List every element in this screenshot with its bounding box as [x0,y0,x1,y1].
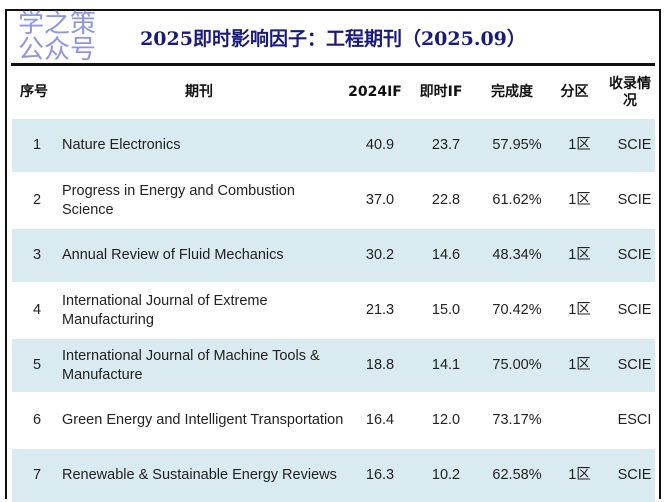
cell-zone [557,394,602,447]
table-header: 序号 期刊 2024IF 即时IF 完成度 分区 收录情况 [7,67,659,119]
header-index: 收录情况 [609,75,651,110]
cell-instant_if: 12.0 [431,412,461,429]
header-2024if: 2024IF [348,84,402,101]
cell-instant_if: 15.0 [431,302,461,319]
cell-no: 1 [32,137,42,154]
cell-completion: 75.00% [492,357,542,374]
cell-no: 2 [32,192,42,209]
cell-completion: 62.58% [492,467,542,484]
cell-index: ESCI [617,412,652,429]
header-journal: 期刊 [185,84,213,101]
cell-journal: International Journal of Extreme Manufac… [62,293,268,328]
header-zone: 分区 [560,84,589,101]
cell-completion: 70.42% [492,302,542,319]
cell-index: SCIE [617,247,652,264]
cell-if2024: 16.3 [365,467,395,484]
cell-index: SCIE [617,137,652,154]
cell-no: 3 [32,247,42,264]
cell-journal: Progress in Energy and Combustion Scienc… [62,183,295,218]
cell-instant_if: 14.1 [431,357,461,374]
table-row: 2 Progress in Energy and Combustion Scien… [12,174,655,227]
cell-index: SCIE [617,467,652,484]
table-row: 1 Nature Electronics 40.9 23.7 57.95% 1区 SCIE [12,119,655,172]
cell-index: SCIE [617,357,652,374]
table-row: 4 International Journal of Extreme Manufa… [12,284,655,337]
cell-if2024: 16.4 [365,412,395,429]
cell-if2024: 37.0 [365,192,395,209]
cell-completion: 73.17% [492,412,542,429]
cell-instant_if: 22.8 [431,192,461,209]
cell-no: 7 [32,467,42,484]
cell-journal: Green Energy and Intelligent Transportat… [62,412,344,429]
cell-zone: 1区 [568,467,591,484]
cell-instant_if: 10.2 [431,467,461,484]
cell-zone: 1区 [568,137,591,154]
cell-index: SCIE [617,302,652,319]
header-completion: 完成度 [491,84,533,101]
cell-no: 6 [32,412,42,429]
cell-completion: 61.62% [492,192,542,209]
table-frame: 2025即时影响因子：工程期刊（2025.09） 序号 期刊 2024IF 即时… [5,9,661,502]
table-row: 7 Renewable & Sustainable Energy Reviews 1… [12,449,655,502]
cell-if2024: 30.2 [365,247,395,264]
cell-index: SCIE [617,192,652,209]
cell-completion: 48.34% [492,247,542,264]
cell-zone: 1区 [568,357,591,374]
cell-journal: Annual Review of Fluid Mechanics [62,247,284,264]
cell-zone: 1区 [568,302,591,319]
cell-zone: 1区 [568,247,591,264]
header-instant-if: 即时IF [419,84,463,101]
cell-no: 5 [32,357,42,374]
cell-completion: 57.95% [492,137,542,154]
cell-if2024: 40.9 [365,137,395,154]
cell-journal: Nature Electronics [62,137,181,154]
table-row: 5 International Journal of Machine Tools … [12,339,655,392]
cell-journal: International Journal of Machine Tools &… [62,348,320,383]
table-row: 6 Green Energy and Intelligent Transporta… [12,394,655,447]
page-title: 2025即时影响因子：工程期刊（2025.09） [140,27,526,50]
header-no: 序号 [20,84,48,101]
divider [11,63,655,66]
cell-no: 4 [32,302,42,319]
cell-instant_if: 14.6 [431,247,461,264]
cell-if2024: 21.3 [365,302,395,319]
cell-if2024: 18.8 [365,357,395,374]
cell-journal: Renewable & Sustainable Energy Reviews [62,467,337,484]
table-row: 3 Annual Review of Fluid Mechanics 30.2 14.… [12,229,655,282]
cell-zone: 1区 [568,192,591,209]
cell-instant_if: 23.7 [431,137,461,154]
